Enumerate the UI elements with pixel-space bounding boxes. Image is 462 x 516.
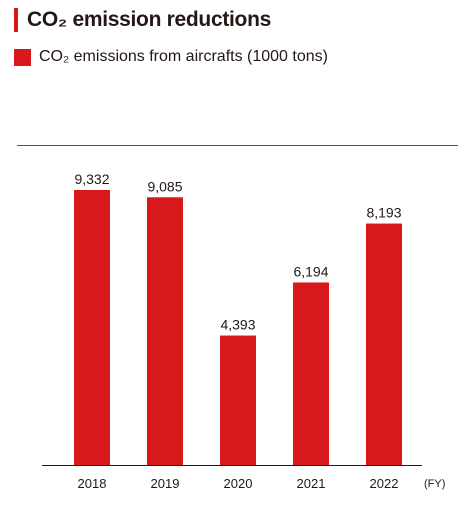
x-tick-label-2021: 2021	[297, 476, 326, 491]
value-label-2020: 4,393	[220, 317, 255, 333]
x-tick-label-2019: 2019	[151, 476, 180, 491]
value-label-2019: 9,085	[147, 178, 182, 194]
title-accent-bar	[14, 8, 18, 32]
value-label-2021: 6,194	[293, 263, 328, 279]
bar-2022	[366, 223, 402, 465]
x-tick-label-2020: 2020	[224, 476, 253, 491]
x-tick-label-2018: 2018	[78, 476, 107, 491]
legend-swatch	[14, 48, 31, 66]
chart-title: CO₂ emission reductions	[27, 8, 271, 31]
bar-2018	[74, 190, 110, 465]
bar-2021	[293, 282, 329, 465]
value-label-2018: 9,332	[74, 171, 109, 187]
x-tick-label-2022: 2022	[370, 476, 399, 491]
value-labels-group: 9,332 9,085 4,393 6,194 8,193	[74, 171, 401, 333]
x-axis-unit-label: (FY)	[424, 478, 445, 490]
bars-group	[74, 190, 402, 465]
bar-2020	[220, 335, 256, 465]
value-label-2022: 8,193	[366, 205, 401, 221]
chart-title-group: CO₂ emission reductions	[14, 6, 271, 34]
legend: CO₂ emissions from aircrafts (1000 tons)	[14, 46, 328, 68]
bar-2019	[147, 197, 183, 465]
legend-label: CO₂ emissions from aircrafts (1000 tons)	[39, 48, 328, 65]
x-tick-labels-group: 2018 2019 2020 2021 2022	[78, 476, 399, 491]
